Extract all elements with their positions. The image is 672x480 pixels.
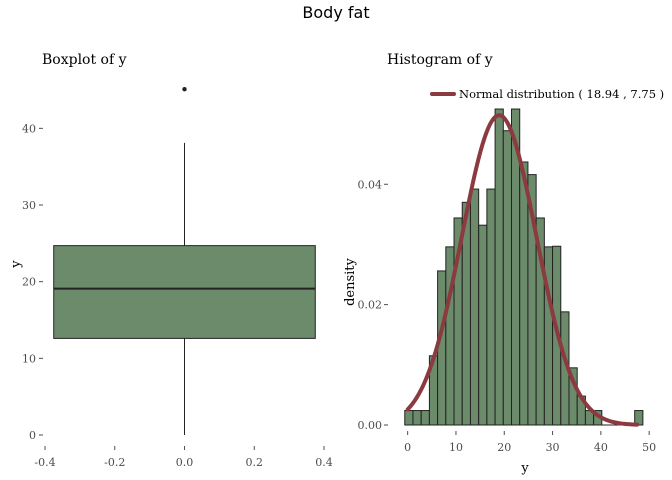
boxplot-y-tick-label: 10 [22, 352, 36, 365]
boxplot-y-ticks: 0 10 20 30 40 [22, 122, 43, 442]
histogram-bar [478, 224, 488, 426]
boxplot-y-axis-label: y [9, 260, 24, 269]
boxplot-y-tick-label: 30 [22, 199, 36, 212]
boxplot-title: Boxplot of y [42, 52, 127, 68]
histogram-y-tick-label: 0.00 [358, 419, 383, 432]
boxplot-y-tick-label: 20 [22, 276, 36, 289]
figure-title: Body fat [302, 3, 369, 22]
boxplot-x-tick-label: 0.2 [246, 456, 264, 469]
histogram-x-ticks: 0 10 20 30 40 50 [404, 431, 656, 454]
histogram-bar [437, 270, 447, 426]
histogram-bar [420, 410, 430, 426]
normal-curve [405, 113, 640, 427]
histogram-bar [494, 108, 504, 426]
boxplot-y-tick-label: 0 [29, 429, 36, 442]
histogram-bar [519, 161, 529, 426]
boxplot-x-tick-label: -0.2 [104, 456, 125, 469]
histogram-bars [404, 108, 644, 426]
legend-label: Normal distribution ( 18.94 , 7.75 ) [459, 87, 664, 101]
boxplot-x-ticks: -0.4 -0.2 0.0 0.2 0.4 [34, 446, 333, 469]
histogram-x-tick-label: 0 [404, 441, 411, 454]
histogram-y-tick-label: 0.02 [358, 299, 383, 312]
histogram-x-tick-label: 20 [497, 441, 511, 454]
boxplot-x-tick-label: 0.0 [176, 456, 194, 469]
histogram-x-tick-label: 30 [546, 441, 560, 454]
boxplot-y-tick-label: 40 [22, 122, 36, 135]
boxplot-x-tick-label: -0.4 [34, 456, 55, 469]
histogram-x-axis-label: y [520, 461, 529, 476]
histogram-y-ticks: 0.00 0.02 0.04 [358, 178, 388, 432]
histogram-x-tick-label: 40 [594, 441, 608, 454]
boxplot-x-tick-label: 0.4 [315, 456, 333, 469]
histogram-bar [412, 410, 422, 426]
histogram-x-tick-label: 50 [642, 441, 656, 454]
boxplot-outlier [182, 87, 187, 92]
histogram-bar [404, 410, 414, 426]
legend: Normal distribution ( 18.94 , 7.75 ) [430, 87, 664, 101]
histogram-title: Histogram of y [387, 52, 493, 68]
histogram-panel: Histogram of y Normal distribution ( 18.… [343, 52, 664, 476]
histogram-y-axis-label: density [343, 257, 358, 305]
histogram-bar [469, 188, 480, 426]
histogram-bar [486, 188, 496, 426]
histogram-bar [502, 130, 513, 426]
histogram-x-tick-label: 10 [449, 441, 463, 454]
boxplot-box [53, 245, 316, 339]
histogram-y-tick-label: 0.04 [358, 178, 383, 191]
boxplot-panel: Boxplot of y y 0 10 20 30 40 -0.4 -0.2 0.0 0.2 0… [9, 52, 333, 469]
boxplot-marks [53, 87, 316, 435]
